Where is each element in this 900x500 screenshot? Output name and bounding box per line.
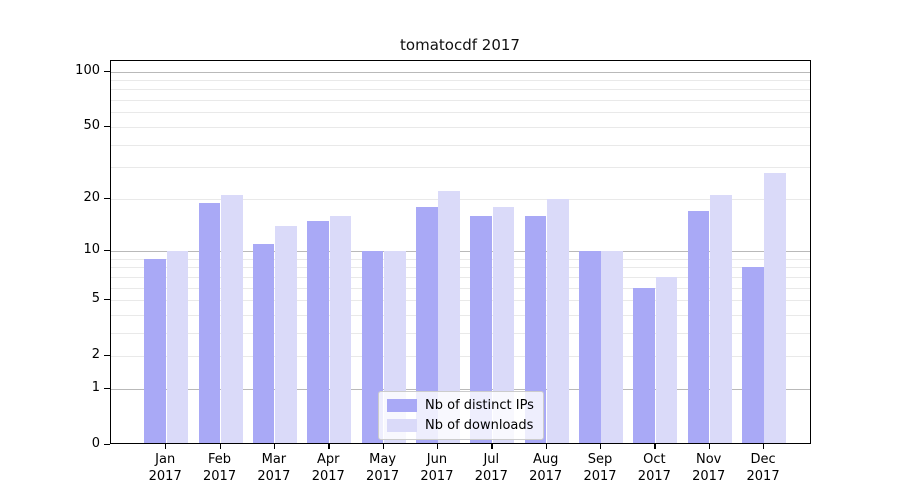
y-tick-label: 2	[91, 347, 100, 363]
x-tick-label: Jun 2017	[420, 452, 454, 484]
gridline	[111, 167, 810, 169]
legend-item-distinct-ips: Nb of distinct IPs	[387, 398, 534, 413]
x-tick-mark	[545, 444, 547, 449]
bar-distinct-ips	[307, 220, 329, 443]
x-tick-label: Jul 2017	[474, 452, 508, 484]
bar-downloads	[438, 191, 460, 443]
gridline	[111, 89, 810, 91]
x-tick-label: Aug 2017	[529, 452, 563, 484]
x-tick-mark	[382, 444, 384, 449]
x-tick-mark	[491, 444, 493, 449]
x-tick-label: Feb 2017	[203, 452, 237, 484]
y-tick-label: 5	[91, 291, 100, 307]
bar-downloads	[547, 198, 569, 443]
y-tick-mark	[104, 299, 110, 301]
gridline	[111, 300, 810, 302]
x-tick-mark	[273, 444, 276, 449]
y-tick-label: 1	[91, 379, 100, 395]
gridline	[111, 267, 810, 269]
x-tick-label: Mar 2017	[257, 452, 291, 484]
gridline	[111, 100, 810, 102]
gridline	[111, 258, 810, 260]
legend-swatch-distinct-ips	[387, 399, 417, 412]
bar-distinct-ips	[470, 215, 492, 443]
legend-item-downloads: Nb of downloads	[387, 418, 534, 433]
bar-downloads	[329, 215, 352, 443]
y-tick-label: 50	[83, 117, 100, 133]
gridline	[111, 276, 810, 278]
gridline	[111, 314, 810, 316]
gridline	[111, 126, 810, 128]
x-tick-mark	[600, 444, 602, 449]
bar-downloads	[166, 250, 189, 443]
gridline	[111, 250, 810, 252]
x-tick-mark	[654, 444, 656, 449]
gridline	[111, 112, 810, 114]
y-tick-mark	[104, 355, 110, 357]
x-tick-label: Apr 2017	[311, 452, 345, 484]
bar-distinct-ips	[415, 206, 438, 443]
bar-distinct-ips	[198, 202, 221, 443]
y-tick-mark	[104, 387, 110, 390]
legend-swatch-downloads	[387, 419, 417, 432]
x-tick-label: Dec 2017	[746, 452, 780, 484]
bar-distinct-ips	[742, 267, 764, 443]
chart-title: tomatocdf 2017	[400, 36, 520, 54]
bar-downloads	[275, 225, 297, 443]
x-tick-label: Jan 2017	[148, 452, 182, 484]
gridline	[111, 198, 810, 200]
bar-distinct-ips	[252, 243, 275, 443]
gridline	[111, 71, 810, 73]
bar-downloads	[220, 194, 243, 443]
bar-distinct-ips	[524, 215, 547, 443]
bar-downloads	[601, 250, 623, 443]
gridline	[111, 388, 810, 390]
y-tick-mark	[104, 125, 110, 128]
y-tick-mark	[104, 444, 110, 446]
bar-downloads	[710, 194, 732, 443]
x-tick-label: Nov 2017	[692, 452, 726, 484]
x-tick-mark	[165, 444, 167, 449]
y-tick-label: 10	[83, 241, 100, 257]
x-tick-label: May 2017	[366, 452, 400, 484]
bar-downloads	[655, 276, 678, 443]
gridline	[111, 356, 810, 358]
bar-distinct-ips	[687, 211, 710, 443]
x-tick-label: Sep 2017	[583, 452, 617, 484]
legend-label-downloads: Nb of downloads	[425, 418, 534, 433]
y-tick-label: 20	[83, 189, 100, 205]
bar-distinct-ips	[144, 258, 166, 443]
y-tick-mark	[104, 249, 110, 252]
y-tick-mark	[104, 70, 110, 72]
plot-area	[110, 60, 811, 444]
bar-distinct-ips	[361, 250, 384, 443]
gridline	[111, 144, 810, 146]
legend-label-distinct-ips: Nb of distinct IPs	[425, 398, 534, 413]
bar-distinct-ips	[633, 287, 655, 443]
gridline	[111, 287, 810, 289]
bar-distinct-ips	[579, 250, 601, 443]
x-tick-label: Oct 2017	[637, 452, 671, 484]
x-tick-mark	[328, 444, 330, 449]
legend: Nb of distinct IPs Nb of downloads	[378, 391, 544, 440]
x-tick-mark	[436, 444, 439, 449]
gridline	[111, 80, 810, 82]
x-tick-mark	[708, 444, 710, 449]
bar-downloads	[764, 172, 787, 443]
gridline	[111, 332, 810, 334]
y-tick-label: 0	[91, 436, 100, 451]
x-tick-mark	[219, 444, 221, 449]
bar-downloads	[492, 206, 515, 443]
y-tick-label: 100	[75, 62, 100, 78]
x-tick-mark	[763, 444, 765, 449]
y-tick-mark	[104, 197, 110, 199]
